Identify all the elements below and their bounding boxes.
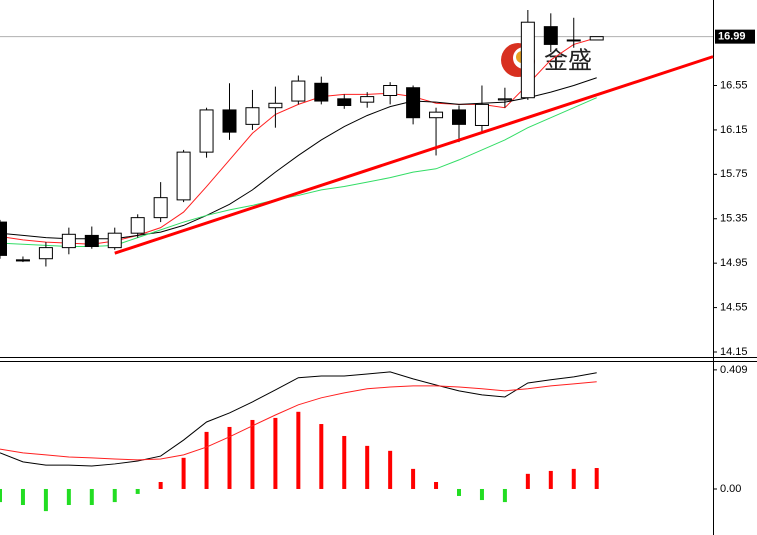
- y-tick-label: 0.00: [720, 483, 741, 495]
- last-price-label: 16.99: [718, 31, 746, 43]
- histogram-bar: [411, 468, 416, 489]
- y-tick-label: 14.55: [720, 301, 748, 313]
- histogram-bar: [273, 417, 278, 489]
- candle-body: [176, 151, 191, 201]
- histogram-bar: [20, 488, 25, 506]
- histogram-bar: [89, 488, 94, 506]
- histogram-bar: [525, 473, 530, 489]
- histogram-bar: [135, 488, 140, 494]
- candle-body: [291, 80, 306, 102]
- y-tick-label: 15.75: [720, 168, 748, 180]
- candle-body: [61, 233, 76, 249]
- logo-text: 金盛: [544, 47, 592, 74]
- candle-body: [474, 103, 489, 126]
- y-tick-label: 14.15: [720, 346, 748, 358]
- candle-body: [383, 85, 398, 96]
- candle-body: [84, 234, 99, 248]
- histogram-bar: [158, 481, 163, 489]
- candle-body: [543, 26, 558, 45]
- last-price-box: [715, 29, 755, 44]
- candle-body: [520, 21, 535, 99]
- histogram-bar: [479, 488, 484, 501]
- histogram-bar: [204, 431, 209, 489]
- histogram-bar: [0, 488, 2, 503]
- y-tick-label: 16.55: [720, 79, 748, 91]
- histogram-bar: [594, 468, 599, 489]
- histogram-bar: [112, 488, 117, 503]
- histogram-bar: [181, 457, 186, 489]
- candle-body: [245, 107, 260, 125]
- candle-body: [222, 109, 237, 133]
- candle-body: [589, 36, 604, 41]
- candle-body: [497, 98, 512, 101]
- y-tick-label: 15.35: [720, 213, 748, 225]
- indicator-line: [0, 381, 597, 461]
- histogram-bar: [502, 488, 507, 503]
- candle-body: [15, 259, 30, 262]
- histogram-bar: [43, 488, 48, 512]
- indicator-line: [0, 97, 597, 248]
- histogram-bar: [365, 445, 370, 489]
- candle-body: [429, 111, 444, 119]
- y-tick-label: 14.95: [720, 257, 748, 269]
- histogram-bar: [571, 468, 576, 489]
- histogram-bar: [434, 481, 439, 489]
- candle-body: [566, 39, 581, 42]
- y-tick-label: 16.15: [720, 124, 748, 136]
- candle-body: [314, 82, 329, 102]
- candle-body: [268, 102, 283, 109]
- candle-body: [406, 87, 421, 119]
- candle-body: [199, 109, 214, 153]
- histogram-bar: [66, 488, 71, 506]
- candle-body: [153, 197, 168, 219]
- candle-body: [452, 109, 466, 125]
- histogram-bar: [296, 411, 301, 489]
- indicator-line: [0, 77, 597, 240]
- trend-line: [114, 55, 714, 255]
- histogram-bar: [250, 419, 255, 489]
- candle-body: [337, 98, 352, 106]
- candle-body: [107, 232, 122, 249]
- histogram-bar: [319, 424, 324, 489]
- histogram-bar: [457, 488, 461, 496]
- histogram-bar: [548, 470, 553, 489]
- histogram-bar: [227, 426, 232, 489]
- candle-body: [0, 221, 7, 256]
- histogram-bar: [388, 450, 393, 489]
- candle-body: [38, 247, 53, 260]
- indicator-line: [0, 371, 597, 467]
- candle-body: [360, 96, 375, 103]
- candle-body: [130, 217, 145, 234]
- y-tick-label: 0.409: [720, 364, 748, 376]
- histogram-bar: [342, 435, 347, 489]
